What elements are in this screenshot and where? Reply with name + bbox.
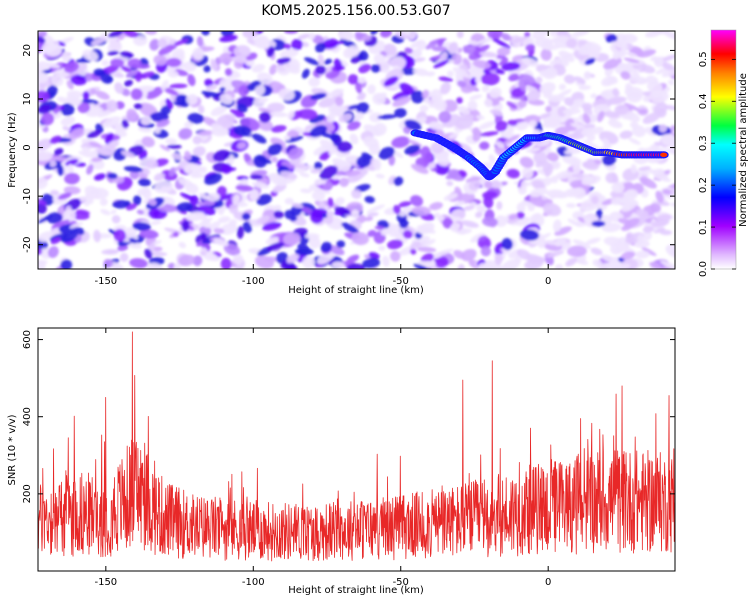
heatmap-noise [38, 31, 675, 269]
x-tick-label: 0 [545, 276, 551, 287]
top-x-axis: -150 -100 -50 0 [94, 31, 551, 287]
x-tick-label: -50 [393, 276, 409, 287]
colorbar-tick-label: 0.5 [698, 51, 709, 67]
colorbar-tick-label: 0.1 [698, 219, 709, 235]
colorbar-ticks: 0.0 0.1 0.2 0.3 0.4 0.5 [698, 51, 736, 277]
y-tick-label: 0 [22, 144, 33, 150]
x-tick-label: -50 [393, 577, 409, 588]
colorbar-tick-label: 0.4 [698, 93, 709, 109]
top-y-axis: -20 -10 0 10 20 [22, 44, 675, 253]
x-tick-label: -150 [94, 577, 117, 588]
top-y-axis-label: Frequency (Hz) [7, 112, 18, 188]
y-tick-label: 10 [22, 93, 33, 106]
y-tick-label: 600 [22, 330, 33, 349]
bottom-y-axis: 200 400 600 [22, 330, 675, 503]
bottom-x-axis-label: Height of straight line (km) [288, 585, 424, 596]
x-tick-label: 0 [545, 577, 551, 588]
colorbar-label: Normalized spectral amplitude [738, 73, 749, 227]
bottom-x-axis: -150 -100 -50 0 [94, 328, 551, 588]
colorbar-tick-label: 0.0 [698, 261, 709, 277]
colorbar-gradient [711, 30, 736, 269]
colorbar-tick-label: 0.3 [698, 135, 709, 151]
y-tick-label: 200 [22, 484, 33, 503]
y-tick-label: 20 [22, 44, 33, 57]
y-tick-label: -10 [22, 188, 33, 204]
chart-title: KOM5.2025.156.00.53.G07 [261, 3, 450, 19]
x-tick-label: -100 [242, 577, 265, 588]
bottom-y-axis-label: SNR (10 * v/v) [7, 414, 18, 485]
heatmap-ridge [410, 129, 669, 181]
colorbar: 0.0 0.1 0.2 0.3 0.4 0.5 Normalized spectral a… [698, 29, 749, 277]
snr-frame [37, 327, 676, 572]
y-tick-label: -20 [22, 237, 33, 253]
snr-panel: -150 -100 -50 0 200 400 600 Height of straigh… [7, 327, 676, 596]
colorbar-tick-label: 0.2 [698, 177, 709, 193]
x-tick-label: -100 [242, 276, 265, 287]
ridge-core [660, 152, 668, 158]
snr-series-line [38, 331, 675, 562]
spectrogram-frame [37, 30, 676, 270]
x-tick-label: -150 [94, 276, 117, 287]
y-tick-label: 400 [22, 407, 33, 426]
top-x-axis-label: Height of straight line (km) [288, 285, 424, 296]
